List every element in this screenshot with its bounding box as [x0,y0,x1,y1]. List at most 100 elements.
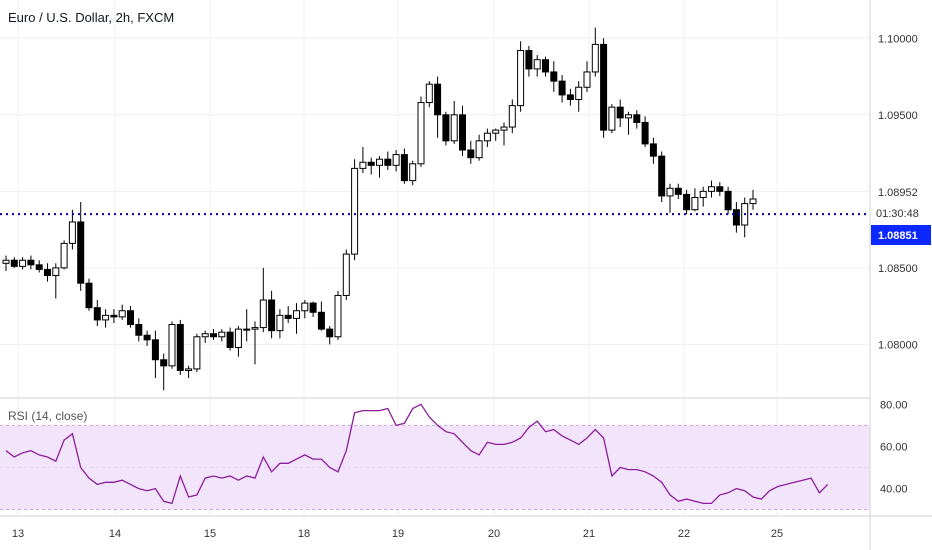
candle[interactable] [376,156,383,178]
candle[interactable] [102,309,110,328]
candle[interactable] [749,189,757,210]
candle[interactable] [367,157,375,175]
candle-body [27,259,35,266]
candle[interactable] [641,116,649,147]
candle[interactable] [342,249,350,301]
candle[interactable] [525,45,533,77]
candle[interactable] [508,99,516,134]
candle[interactable] [110,309,118,323]
candle-body [575,86,583,100]
candle[interactable] [724,186,732,215]
candle[interactable] [259,267,267,333]
candle[interactable] [251,321,259,365]
candle[interactable] [143,330,151,346]
candle[interactable] [633,110,641,129]
candle[interactable] [591,27,599,77]
candle[interactable] [708,180,715,198]
candle[interactable] [558,75,566,103]
candle[interactable] [459,105,466,157]
candle[interactable] [417,96,425,167]
candle[interactable] [85,278,93,311]
candle[interactable] [483,128,491,147]
candle[interactable] [226,327,234,351]
candle[interactable] [60,240,68,270]
candle[interactable] [691,188,699,212]
candle[interactable] [151,330,159,379]
candle[interactable] [649,137,657,164]
candle[interactable] [35,260,43,273]
candle[interactable] [625,111,632,135]
candle[interactable] [218,329,226,342]
candle[interactable] [176,319,184,376]
rsi-pane[interactable] [0,403,870,511]
candle[interactable] [127,306,134,328]
candle[interactable] [616,99,624,128]
candle[interactable] [400,148,408,184]
candle[interactable] [93,300,101,327]
candle[interactable] [467,140,475,164]
candle[interactable] [268,290,276,339]
chart-title: Euro / U.S. Dollar, 2h, FXCM [8,10,175,25]
candle[interactable] [658,151,666,203]
candle[interactable] [566,88,574,106]
candle[interactable] [160,353,168,391]
candle[interactable] [2,255,10,271]
candle[interactable] [210,329,217,340]
candle[interactable] [716,182,724,196]
candle[interactable] [276,309,284,339]
candle[interactable] [334,290,342,340]
candle[interactable] [741,197,749,238]
candle[interactable] [309,301,317,317]
candle[interactable] [284,306,292,323]
candle[interactable] [19,257,27,270]
candle[interactable] [683,189,691,215]
candle[interactable] [135,318,143,342]
candle[interactable] [243,309,251,342]
candle[interactable] [234,326,242,357]
time-tick-label: 13 [12,528,24,540]
candle[interactable] [434,76,442,138]
candle[interactable] [450,101,458,144]
candle[interactable] [475,134,483,161]
candle[interactable] [10,257,18,268]
candle[interactable] [409,160,417,186]
candle[interactable] [185,365,193,379]
candle[interactable] [118,304,126,320]
candle[interactable] [533,55,541,77]
candle[interactable] [52,263,60,299]
candle[interactable] [575,81,583,112]
candle[interactable] [193,333,201,372]
candle[interactable] [168,321,176,369]
candle[interactable] [77,202,85,291]
candle[interactable] [666,183,674,213]
candle[interactable] [674,183,682,199]
candle[interactable] [384,151,392,170]
candle[interactable] [44,263,51,282]
candle[interactable] [550,61,558,92]
price-pane[interactable] [2,27,757,391]
candle[interactable] [351,159,359,261]
candle[interactable] [517,41,525,112]
candle[interactable] [201,330,209,343]
candle[interactable] [442,111,450,146]
rsi-axis[interactable]: 40.00 60.00 80.00 [880,399,908,495]
candle[interactable] [293,303,300,334]
candle[interactable] [27,255,35,270]
candle[interactable] [492,128,500,141]
candle[interactable] [500,122,508,146]
candle[interactable] [425,81,433,108]
time-axis[interactable]: 13 14 15 18 19 20 21 22 25 [12,528,783,540]
candle[interactable] [326,326,334,345]
candle[interactable] [542,56,549,77]
candle[interactable] [732,202,740,233]
candle[interactable] [68,209,76,250]
candle[interactable] [317,301,325,331]
candle[interactable] [301,300,309,319]
candle[interactable] [608,104,616,134]
candle[interactable] [392,150,400,172]
candle[interactable] [600,38,608,138]
candle[interactable] [583,61,591,92]
candle[interactable] [699,186,707,207]
candle[interactable] [359,146,367,173]
